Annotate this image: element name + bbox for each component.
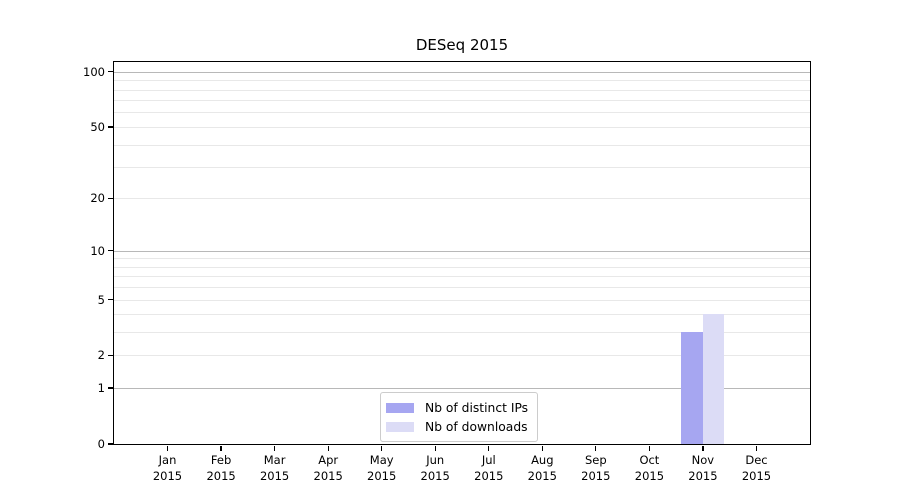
gridline-minor [114,276,810,278]
y-tick-label: 10 [90,243,105,258]
y-tick-label: 2 [97,348,105,363]
gridline-minor [114,167,810,168]
gridline-major [114,71,810,73]
x-tick-label: Apr 2015 [296,453,360,484]
y-axis-tick [108,387,113,389]
gridline-minor [114,100,810,102]
x-tick-year: 2015 [581,468,611,483]
x-axis-tick [166,446,169,451]
x-tick-month: Feb [210,453,232,467]
x-tick-label: Sep 2015 [564,453,628,484]
x-tick-year: 2015 [259,468,290,483]
legend-label-downloads: Nb of downloads [425,419,528,434]
x-tick-year: 2015 [420,468,450,483]
x-tick-year: 2015 [367,468,397,483]
legend-label-distinct-ips: Nb of distinct IPs [425,400,529,415]
x-tick-label: Feb 2015 [189,453,253,484]
x-tick-month: May [369,453,394,467]
gridline-minor [114,80,810,82]
legend-swatch-downloads [386,421,414,432]
x-axis-tick [755,446,758,451]
y-tick-label: 0 [97,437,105,451]
y-tick-label: 1 [97,381,105,396]
x-tick-label: Jan 2015 [136,453,200,484]
gridline-minor [114,287,810,289]
legend-swatch-distinct-ips [386,402,414,413]
x-tick-month: Oct [639,453,660,467]
x-axis-tick [327,446,329,451]
x-tick-year: 2015 [634,468,665,483]
x-tick-month: Apr [318,453,339,467]
x-axis-tick [648,446,651,451]
gridline-minor [114,89,810,91]
plot-area: 0 1 2 5 10 20 50 100 Jan 2015 Feb 2015 Mar 2015 Apr 201… [83,61,811,483]
legend: Nb of distinct IPs Nb of downloads [380,392,539,442]
x-axis-tick [488,446,490,451]
bar-downloads [702,314,725,444]
x-tick-label: Jul 2015 [457,453,521,484]
x-axis-tick [220,446,222,451]
x-tick-label: Jun 2015 [403,453,467,484]
x-tick-month: Mar [263,453,286,467]
bar-distinct-ips [681,332,703,444]
x-axis-tick [273,446,276,451]
y-axis-tick [108,443,113,445]
y-axis-tick [108,197,113,200]
x-tick-year: 2015 [152,468,183,483]
x-tick-year: 2015 [741,468,772,483]
gridline-minor [114,332,810,334]
chart-title: DESeq 2015 [415,36,509,54]
x-tick-month: Nov [691,453,715,467]
gridline-major [114,388,810,390]
y-tick-label: 50 [90,119,105,134]
y-axis-tick [108,126,113,128]
y-axis-tick [108,71,113,73]
x-tick-label: May 2015 [350,453,414,484]
y-tick-label: 100 [83,64,105,79]
x-tick-label: Dec 2015 [725,453,789,484]
x-tick-month: Aug [531,453,554,467]
gridline-minor [114,258,810,260]
x-axis-tick [541,446,543,451]
x-tick-month: Jun [426,453,445,467]
x-axis-tick [702,446,704,451]
y-axis-tick [108,249,113,252]
x-tick-month: Sep [584,453,607,467]
x-tick-label: Mar 2015 [243,453,307,484]
gridline-major [114,198,810,200]
x-tick-label: Nov 2015 [671,453,735,484]
x-axis-tick [381,446,383,451]
gridline-major [114,299,810,301]
y-axis-tick [108,298,113,301]
y-tick-label: 5 [97,292,105,307]
legend-entry-distinct-ips: Nb of distinct IPs [386,398,528,417]
legend-entry-downloads: Nb of downloads [386,417,528,436]
gridline-major [114,355,810,357]
x-axis-tick [434,446,436,451]
y-tick-label: 20 [90,191,105,206]
gridline-minor [114,144,810,146]
gridline-minor [114,112,810,114]
x-tick-year: 2015 [527,468,557,483]
x-axis-tick [595,446,597,451]
x-tick-year: 2015 [206,468,236,483]
gridline-major [114,126,810,128]
x-tick-year: 2015 [688,468,718,483]
x-tick-label: Oct 2015 [617,453,681,484]
x-tick-label: Aug 2015 [510,453,574,484]
x-tick-month: Jul [481,453,496,467]
x-tick-month: Jan [158,453,177,467]
gridline-minor [114,266,810,268]
x-tick-year: 2015 [474,468,504,483]
gridline-minor [114,314,810,316]
y-axis-tick [108,354,113,357]
x-tick-year: 2015 [313,468,343,483]
gridline-major [114,250,810,252]
x-tick-month: Dec [745,453,768,467]
